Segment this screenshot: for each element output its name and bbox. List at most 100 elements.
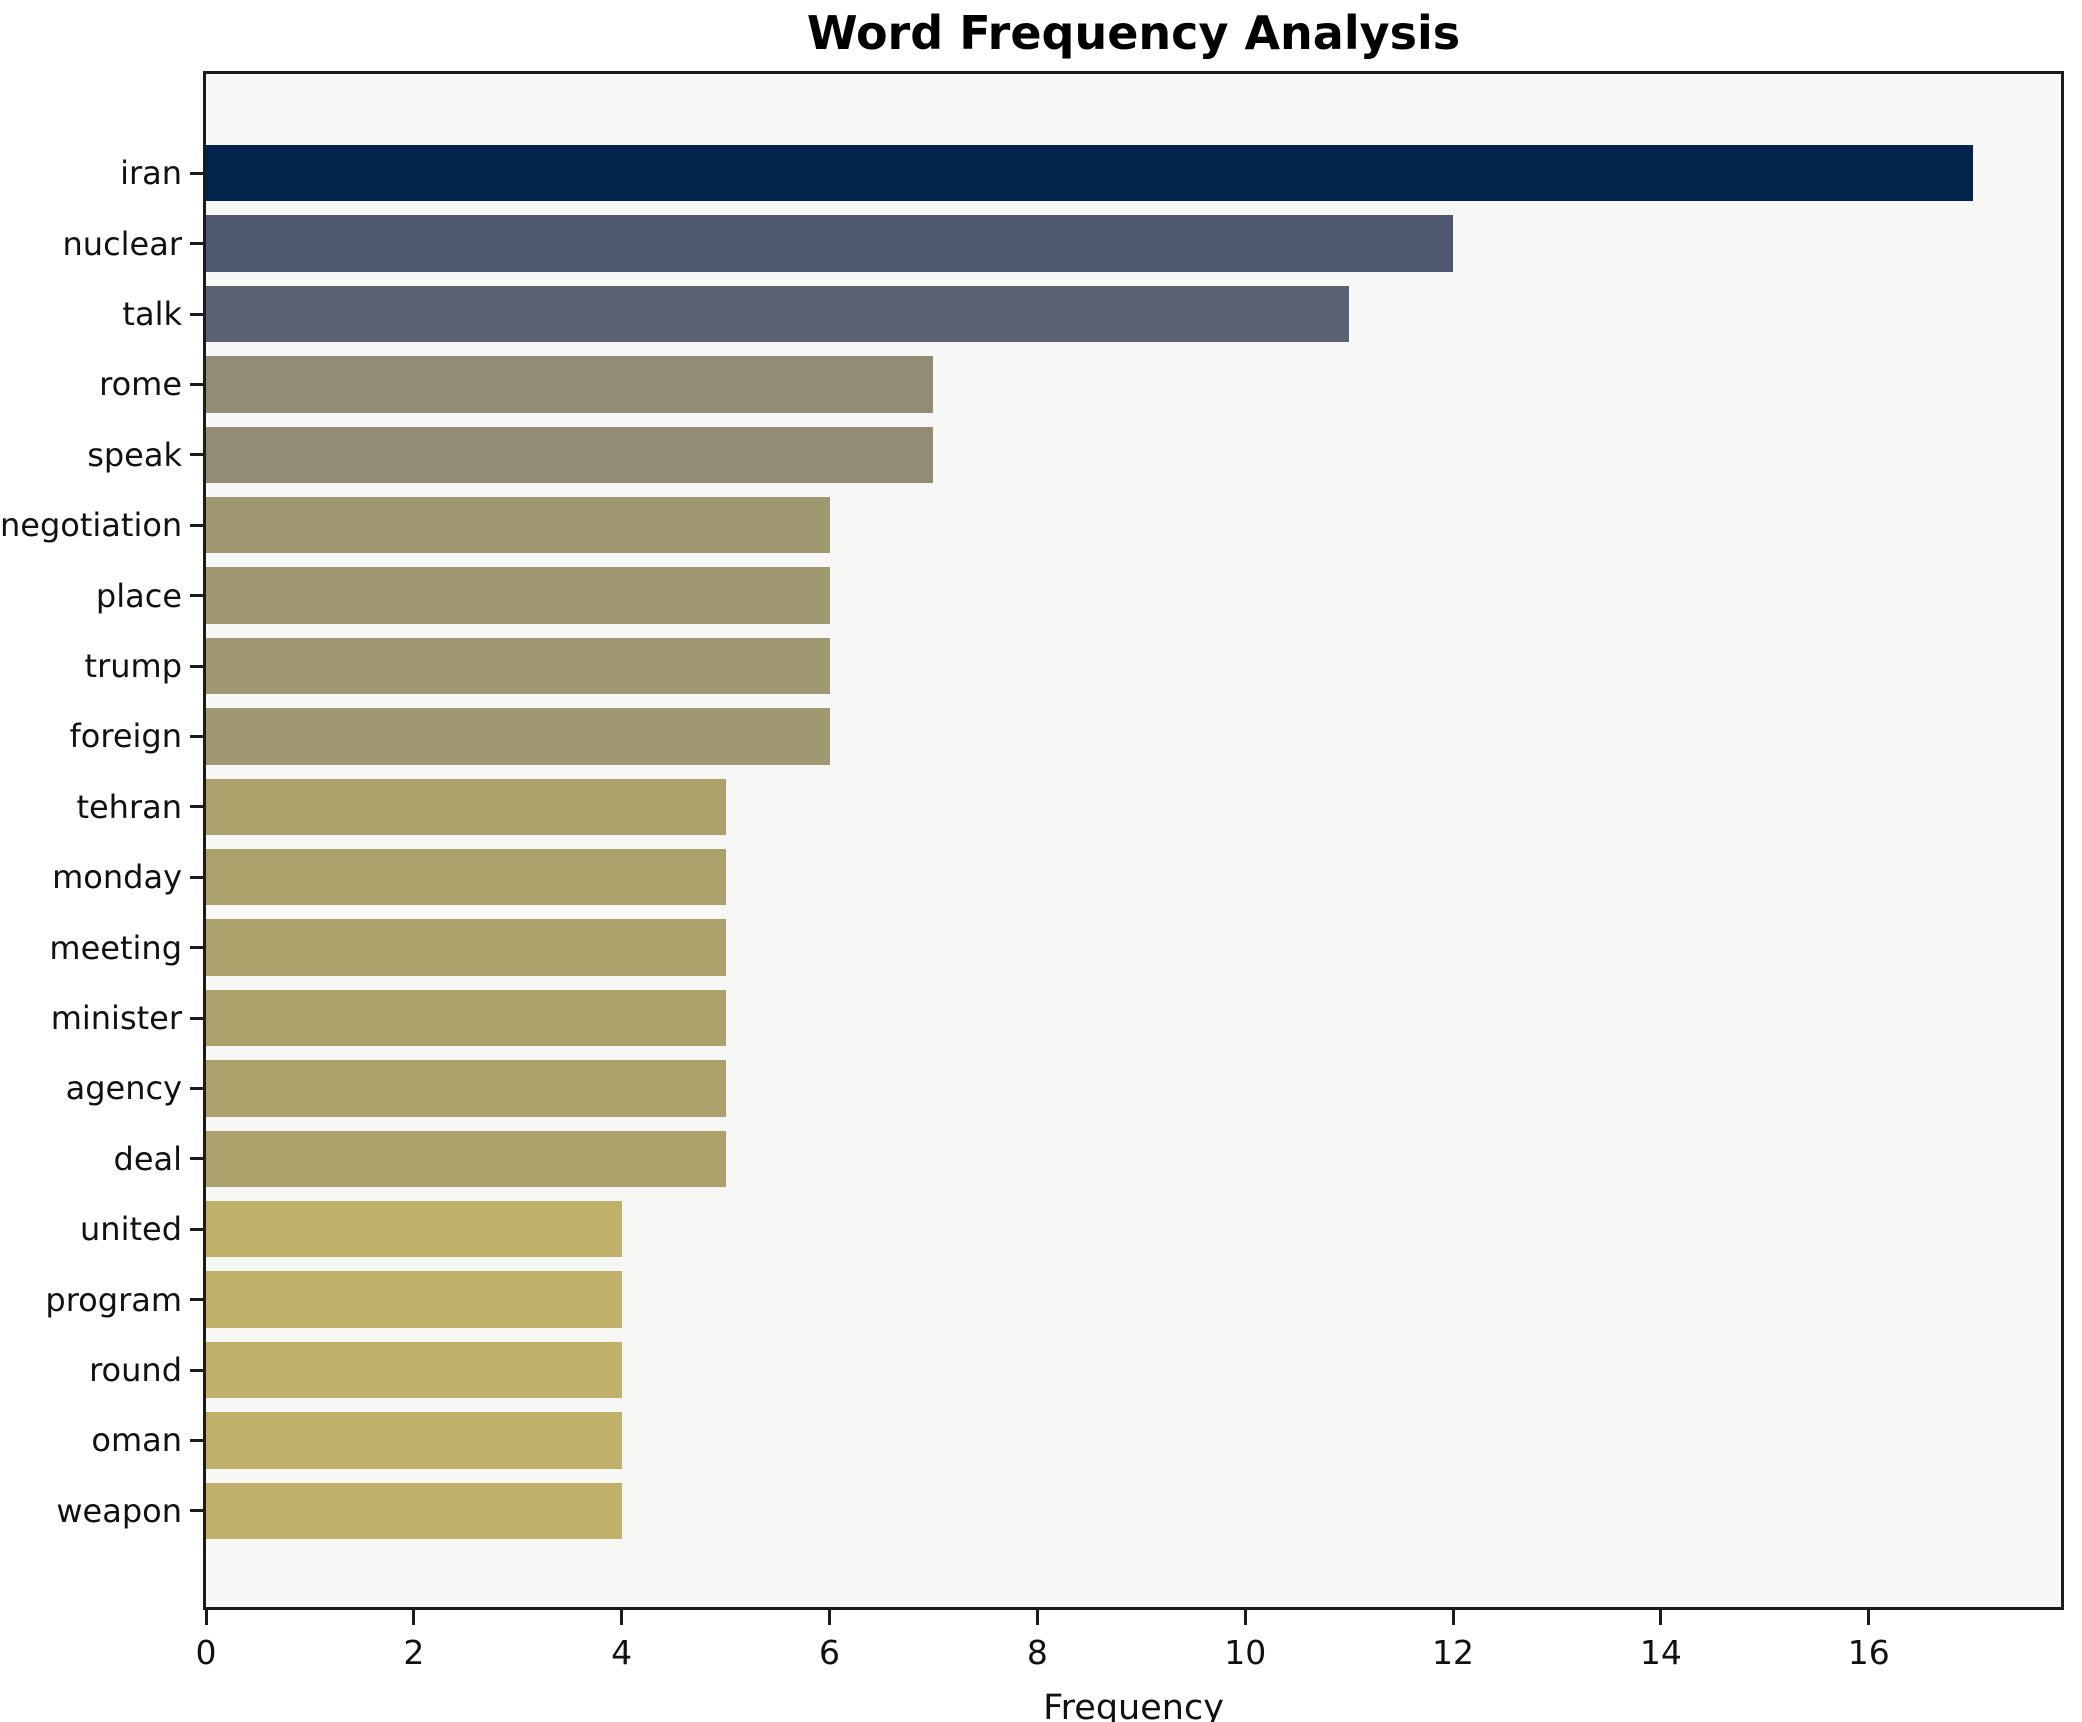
bar-tehran [206, 778, 726, 835]
y-tick-label-rome: rome [99, 365, 182, 404]
y-tick [190, 453, 203, 457]
bar-row [206, 701, 2061, 771]
bar-negotiation [206, 497, 830, 554]
x-tick [828, 1610, 832, 1625]
plot-area [203, 71, 2064, 1610]
y-tick [190, 242, 203, 246]
bar-row [206, 772, 2061, 842]
y-tick [190, 312, 203, 316]
y-tick-label-nuclear: nuclear [62, 224, 183, 263]
bar-row [206, 912, 2061, 982]
y-tick-label-monday: monday [52, 858, 182, 897]
y-tick [190, 1509, 203, 1513]
y-tick-label-trump: trump [84, 647, 182, 685]
y-tick-label-negotiation: negotiation [0, 506, 183, 545]
y-tick-label-foreign: foreign [69, 717, 182, 756]
y-tick [190, 171, 203, 175]
bar-row [206, 1053, 2061, 1123]
bar-row [206, 560, 2061, 630]
y-tick-label-minister: minister [50, 999, 182, 1037]
bar-monday [206, 849, 726, 906]
y-tick [190, 734, 203, 738]
bar-row [206, 1194, 2061, 1264]
y-tick [190, 1438, 203, 1442]
y-tick [190, 1368, 203, 1372]
y-tick-label-united: united [80, 1210, 182, 1249]
bar-oman [206, 1412, 622, 1469]
x-tick-label-16: 16 [1847, 1633, 1890, 1672]
bar-row [206, 1476, 2061, 1546]
y-tick [190, 1298, 203, 1302]
x-tick-label-14: 14 [1639, 1633, 1682, 1672]
y-tick-label-round: round [89, 1351, 182, 1389]
y-tick-label-program: program [45, 1280, 182, 1319]
y-tick-label-place: place [95, 576, 182, 615]
bar-row [206, 842, 2061, 912]
bar-united [206, 1201, 622, 1258]
bar-row [206, 279, 2061, 349]
bar-minister [206, 989, 726, 1047]
y-tick [190, 805, 203, 809]
bar-row [206, 138, 2061, 208]
x-tick-label-4: 4 [611, 1633, 633, 1672]
y-tick [190, 1086, 203, 1090]
y-tick [190, 523, 203, 527]
y-tick [190, 946, 203, 950]
y-tick-label-deal: deal [113, 1139, 183, 1178]
y-tick-label-talk: talk [122, 295, 182, 333]
bar-deal [206, 1130, 726, 1187]
y-tick-label-meeting: meeting [49, 928, 182, 967]
y-tick [190, 664, 203, 668]
bar-row [206, 349, 2061, 419]
x-tick-label-6: 6 [819, 1633, 841, 1672]
x-tick [620, 1610, 624, 1625]
bar-row [206, 490, 2061, 560]
x-tick [1035, 1610, 1039, 1625]
x-tick [1867, 1610, 1871, 1625]
x-tick [1659, 1610, 1663, 1625]
bar-row [206, 420, 2061, 490]
y-tick [190, 594, 203, 598]
x-tick-label-0: 0 [195, 1633, 217, 1672]
x-tick [204, 1610, 208, 1625]
y-tick-label-iran: iran [120, 154, 182, 193]
x-tick [1243, 1610, 1247, 1625]
y-tick-label-weapon: weapon [56, 1491, 182, 1530]
bar-speak [206, 426, 934, 483]
bar-agency [206, 1060, 726, 1117]
bar-weapon [206, 1482, 622, 1539]
bar-meeting [206, 919, 726, 976]
bar-row [206, 983, 2061, 1053]
x-tick-label-8: 8 [1026, 1633, 1048, 1672]
bar-place [206, 567, 830, 624]
bars-container [206, 74, 2061, 1607]
bar-round [206, 1341, 622, 1399]
bar-program [206, 1271, 622, 1328]
bar-foreign [206, 708, 830, 765]
y-tick [190, 1016, 203, 1020]
y-tick-label-tehran: tehran [76, 787, 182, 826]
x-axis-label: Frequency [1043, 1688, 1224, 1722]
x-tick-label-10: 10 [1224, 1633, 1267, 1672]
x-tick-label-2: 2 [403, 1633, 425, 1672]
bar-talk [206, 285, 1350, 343]
bar-rome [206, 356, 934, 413]
bar-row [206, 208, 2061, 278]
y-tick-label-agency: agency [65, 1069, 182, 1108]
bar-row [206, 1335, 2061, 1405]
bar-trump [206, 637, 830, 695]
bar-row [206, 1264, 2061, 1334]
y-tick [190, 1227, 203, 1231]
chart-title: Word Frequency Analysis [806, 6, 1461, 60]
y-tick-label-speak: speak [87, 435, 182, 474]
x-tick [1451, 1610, 1455, 1625]
bar-iran [206, 145, 1973, 202]
bar-nuclear [206, 215, 1454, 272]
x-tick [412, 1610, 416, 1625]
y-tick [190, 382, 203, 386]
bar-row [206, 1405, 2061, 1475]
y-tick [190, 875, 203, 879]
x-tick-label-12: 12 [1432, 1633, 1475, 1672]
bar-row [206, 1124, 2061, 1194]
